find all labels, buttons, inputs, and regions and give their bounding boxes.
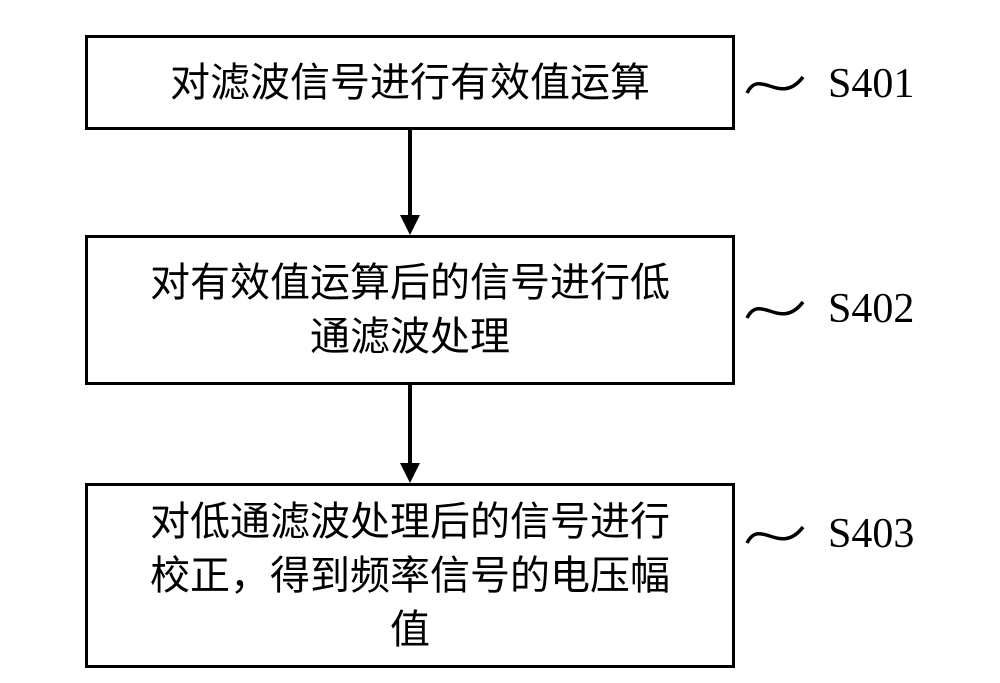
- connector-tilde-s403: [745, 515, 805, 555]
- step-text-s403-line1: 对低通滤波处理后的信号进行: [150, 495, 670, 549]
- flowchart-canvas: 对滤波信号进行有效值运算 S401 对有效值运算后的信号进行低 通滤波处理 S4…: [0, 0, 1000, 683]
- step-label-s402: S402: [828, 285, 914, 333]
- step-box-s401: 对滤波信号进行有效值运算: [85, 35, 735, 130]
- arrow-s402-s403-line: [408, 385, 412, 463]
- step-text-s401-line1: 对滤波信号进行有效值运算: [170, 56, 650, 110]
- step-box-s403: 对低通滤波处理后的信号进行 校正，得到频率信号的电压幅 值: [85, 483, 735, 668]
- arrow-s402-s403-head: [400, 463, 420, 483]
- step-box-s402: 对有效值运算后的信号进行低 通滤波处理: [85, 235, 735, 385]
- arrow-s401-s402-line: [408, 130, 412, 215]
- step-label-s401: S401: [828, 60, 914, 108]
- connector-tilde-s401: [745, 65, 805, 105]
- step-label-s403: S403: [828, 510, 914, 558]
- connector-tilde-s402: [745, 290, 805, 330]
- arrow-s401-s402-head: [400, 215, 420, 235]
- step-text-s402-line1: 对有效值运算后的信号进行低: [150, 256, 670, 310]
- step-text-s403-line2: 校正，得到频率信号的电压幅: [150, 549, 670, 603]
- step-text-s403-line3: 值: [150, 603, 670, 657]
- step-text-s402-line2: 通滤波处理: [150, 310, 670, 364]
